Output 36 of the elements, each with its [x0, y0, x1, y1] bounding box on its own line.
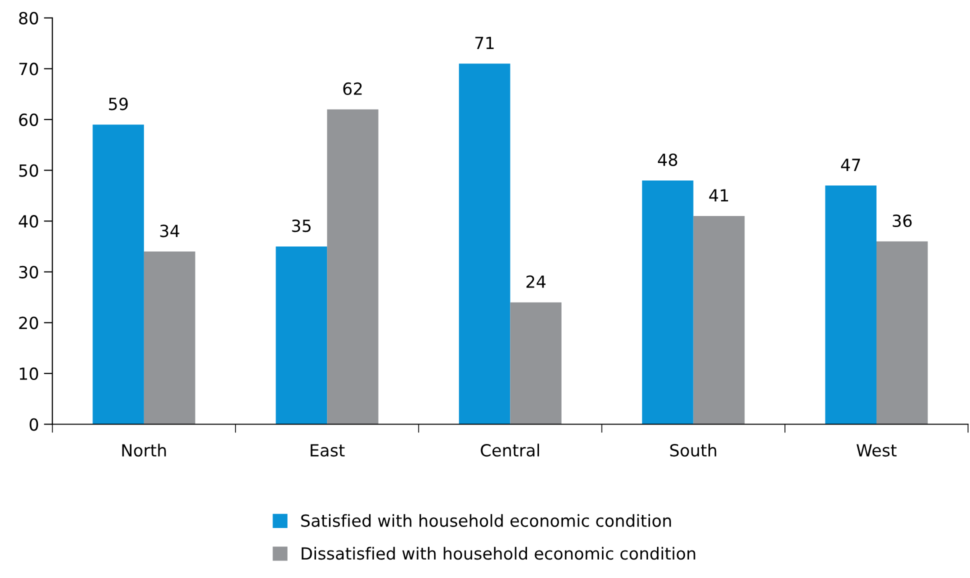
legend-label: Satisfied with household economic condition	[301, 514, 671, 527]
bar	[144, 252, 196, 424]
data-label: 71	[475, 36, 494, 50]
y-tick-label: 30	[19, 266, 38, 278]
bar	[327, 109, 378, 424]
x-tick-label: Central	[480, 444, 539, 457]
x-tick-label: North	[122, 444, 166, 457]
data-label: 36	[892, 214, 912, 228]
bar	[693, 216, 745, 424]
data-label: 59	[108, 98, 128, 110]
bar	[92, 124, 144, 424]
bar	[458, 64, 510, 424]
legend-label: Dissatisfied with household economic condition	[302, 546, 696, 560]
y-tick-label: 10	[20, 367, 38, 380]
data-label: 34	[160, 224, 180, 238]
y-tick-label: 60	[19, 113, 38, 126]
bar	[876, 241, 928, 424]
data-label: 35	[292, 220, 311, 232]
y-tick-label: 80	[19, 12, 38, 24]
data-label: 62	[343, 82, 362, 96]
y-tick-label: 70	[19, 62, 38, 76]
x-tick-label: South	[670, 444, 716, 457]
data-label: 48	[658, 154, 678, 166]
x-tick-label: East	[310, 444, 345, 457]
bar	[825, 186, 876, 424]
y-tick-label: 20	[19, 316, 38, 330]
y-tick-label: 0	[30, 418, 38, 431]
bar	[642, 180, 694, 424]
y-tick-label: 50	[19, 164, 38, 177]
data-label: 41	[709, 189, 728, 202]
bar	[510, 302, 562, 424]
data-label: 47	[841, 158, 860, 171]
y-tick-label: 40	[18, 215, 38, 228]
bar	[276, 246, 328, 424]
x-tick-label: West	[856, 444, 897, 457]
data-label: 24	[526, 275, 546, 288]
